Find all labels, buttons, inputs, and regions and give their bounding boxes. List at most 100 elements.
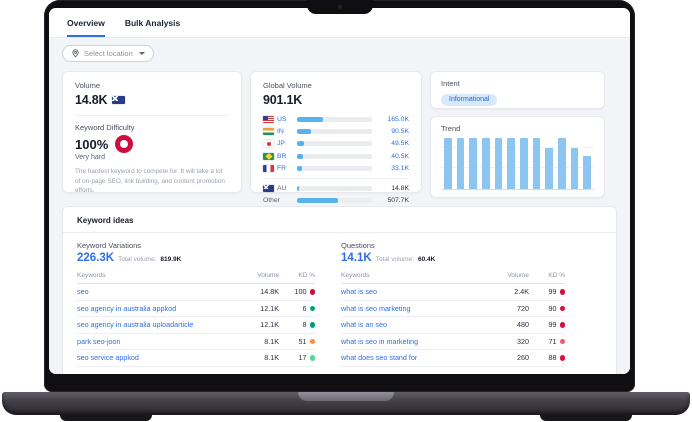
volume-cell: 12.1K (260, 320, 279, 330)
volume-cell: 14.8K (260, 287, 279, 297)
webcam-icon (337, 5, 342, 9)
volume-bar-fill (297, 116, 323, 122)
metrics-row: Volume 14.8K Keyword Difficulty 100% Ver… (62, 71, 617, 204)
keyword-link[interactable]: seo (77, 287, 89, 297)
country-label: JP (263, 140, 293, 148)
trend-chart (441, 138, 594, 190)
kd-dot-icon (559, 289, 565, 295)
country-code[interactable]: US (277, 115, 287, 123)
country-volume-value: 49.5K (391, 140, 409, 148)
global-volume-value: 901.1K (263, 93, 303, 107)
table-header: Keywords Volume KD % (77, 272, 315, 284)
global-volume-label: Global Volume (263, 81, 312, 90)
kd-cell: 8 (279, 320, 315, 329)
trend-bar (583, 156, 591, 189)
country-volume-value: 507.7K (387, 197, 409, 205)
volume-bar-fill (297, 153, 303, 159)
questions-table: Keywords Volume KD % what is seo 2.4K 99 wh… (341, 272, 565, 367)
trend-bars (444, 138, 591, 189)
country-label: BR (263, 152, 293, 160)
tab-bulk-analysis[interactable]: Bulk Analysis (124, 17, 181, 28)
keyword-link[interactable]: what is seo (341, 287, 377, 297)
keyword-difficulty-label: Keyword Difficulty (75, 123, 135, 132)
laptop-lip-notch (298, 392, 394, 401)
volume-cell: 720 (517, 303, 529, 313)
country-label: Other (263, 197, 293, 204)
keyword-ideas-card: Keyword ideas Keyword Variations 226.3K … (62, 206, 617, 374)
table-row: what is an seo 480 99 (341, 317, 565, 334)
kd-cell: 99 (529, 320, 565, 329)
kd-dot-icon (559, 322, 565, 328)
australia-flag-icon (112, 96, 126, 104)
fr-flag-icon (263, 165, 274, 173)
kd-value: 17 (298, 353, 307, 363)
volume-bar-track (297, 129, 372, 135)
trend-bar (545, 148, 553, 189)
global-volume-row: FR 33.1K (263, 163, 409, 175)
intent-badge[interactable]: Informational (441, 94, 498, 106)
gridline (441, 166, 594, 168)
au-flag-icon (263, 184, 274, 192)
global-volume-row: AU 14.8K (263, 182, 409, 194)
keyword-link[interactable]: what is seo marketing (341, 303, 411, 313)
kd-cell: 51 (279, 337, 315, 346)
country-code[interactable]: FR (277, 165, 287, 173)
kd-value: 99 (548, 320, 557, 330)
volume-cell: 320 (517, 336, 529, 346)
kd-value: 90 (548, 303, 557, 313)
keyword-link[interactable]: what is an seo (341, 320, 387, 330)
global-volume-card: Global Volume 901.1K US 165.0K IN 90.5K JP 49… (250, 71, 422, 204)
keyword-link[interactable]: what does seo stand for (341, 353, 418, 363)
screen: Overview Bulk Analysis Select location V… (49, 8, 630, 374)
section-stats: 226.3K Total volume: 819.9K (77, 252, 315, 264)
kd-dot-icon (559, 338, 565, 344)
kd-dot-icon (309, 355, 315, 361)
trend-label: Trend (441, 124, 461, 133)
section-stats: 14.1K Total volume: 60.4K (341, 252, 565, 264)
divider (75, 115, 229, 116)
volume-bar-fill (297, 185, 300, 191)
kd-cell: 88 (529, 353, 565, 362)
country-code[interactable]: AU (277, 184, 287, 192)
intent-card: Intent Informational (430, 71, 605, 109)
kd-value: 99 (548, 287, 557, 297)
trend-card: Trend (430, 116, 605, 198)
global-volume-row: JP 49.5K (263, 138, 409, 150)
table-header: Keywords Volume KD % (341, 272, 565, 284)
tab-overview[interactable]: Overview (67, 8, 105, 37)
keyword-link[interactable]: what is seo in marketing (341, 336, 419, 346)
laptop-foot (540, 414, 632, 421)
global-volume-rows: US 165.0K IN 90.5K JP 49.5K BR 40.5K FR 33.1K AU 14… (263, 113, 409, 207)
keyword-link[interactable]: park seo-joon (77, 336, 121, 346)
kd-cell: 100 (279, 287, 315, 296)
trend-bar (444, 138, 452, 189)
location-selector-button[interactable]: Select location (62, 45, 154, 62)
keyword-link[interactable]: seo service appkod (77, 353, 139, 363)
country-volume-value: 90.5K (391, 128, 409, 136)
volume-value: 14.8K (75, 93, 229, 107)
volume-cell: 2.4K (514, 287, 529, 297)
laptop-lid: Overview Bulk Analysis Select location V… (44, 0, 635, 392)
country-label: US (263, 115, 293, 123)
country-code[interactable]: IN (277, 128, 284, 136)
global-volume-row: IN 90.5K (263, 125, 409, 137)
country-label: AU (263, 184, 293, 192)
keyword-link[interactable]: seo agency in australia uploadarticle (77, 320, 194, 330)
kd-value: 8 (302, 320, 307, 330)
keyword-variations-section: Keyword Variations 226.3K Total volume: … (77, 234, 315, 374)
country-code[interactable]: JP (277, 140, 285, 148)
country-code[interactable]: BR (277, 152, 287, 160)
keyword-ideas-title: Keyword ideas (63, 207, 616, 233)
volume-label: Volume (75, 81, 101, 90)
country-volume-value: 14.8K (391, 184, 409, 192)
column-volume: Volume (257, 272, 279, 279)
table-row: what is seo in marketing 320 71 (341, 334, 565, 350)
trend-bar (507, 138, 515, 189)
gridline (441, 146, 594, 148)
table-row: what is seo 2.4K 99 (341, 284, 565, 301)
keyword-link[interactable]: seo agency in australia appkod (77, 303, 177, 313)
br-flag-icon (263, 152, 274, 160)
x-axis (441, 189, 594, 190)
kd-dot-icon (309, 289, 315, 295)
volume-number: 14.8K (75, 93, 108, 107)
